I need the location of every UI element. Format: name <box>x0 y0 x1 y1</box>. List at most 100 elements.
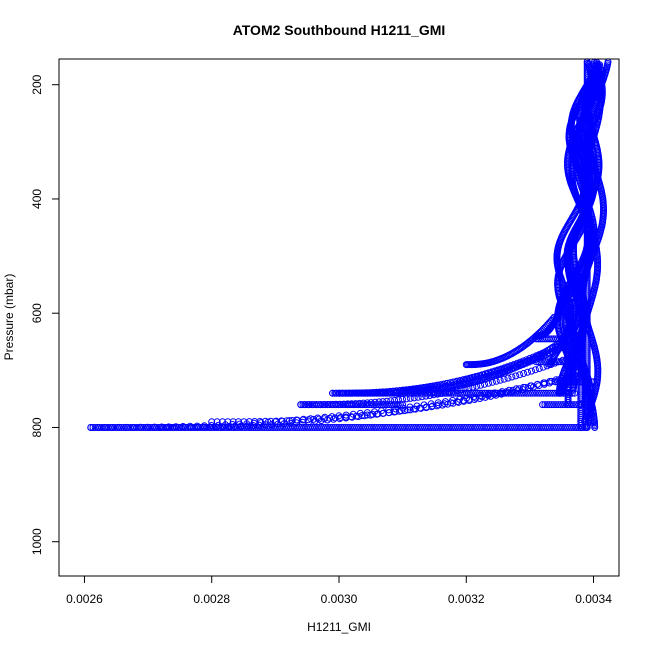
data-point <box>483 389 490 397</box>
data-point <box>310 415 318 423</box>
data-point <box>540 389 548 397</box>
data-point <box>109 424 117 431</box>
data-point <box>227 424 235 431</box>
data-point <box>442 384 450 392</box>
data-point <box>288 417 296 424</box>
data-point <box>454 424 462 431</box>
data-point <box>346 389 354 397</box>
data-point <box>377 424 385 431</box>
data-point <box>392 401 400 409</box>
data-point <box>438 424 446 431</box>
data-point <box>511 389 519 397</box>
data-point <box>440 424 448 431</box>
data-point <box>471 424 479 431</box>
data-point <box>548 424 556 431</box>
data-point <box>317 424 325 431</box>
data-point <box>564 397 572 405</box>
data-point <box>436 424 444 431</box>
data-point <box>456 389 464 397</box>
data-point <box>137 424 145 431</box>
data-point <box>432 389 440 397</box>
data-point <box>337 401 345 409</box>
data-point <box>392 424 400 431</box>
data-point <box>581 424 589 431</box>
data-point <box>342 389 350 397</box>
data-point <box>383 401 391 409</box>
data-point <box>342 424 350 431</box>
data-point <box>532 358 540 366</box>
y-tick-label: 1000 <box>30 528 44 555</box>
data-point <box>524 389 532 397</box>
data-point <box>396 407 403 415</box>
data-point <box>317 401 325 409</box>
data-point <box>179 424 187 431</box>
data-point <box>309 424 317 431</box>
data-point <box>512 372 520 380</box>
data-point <box>408 424 415 431</box>
data-point <box>287 424 295 431</box>
data-point <box>390 389 398 397</box>
data-point <box>554 401 562 409</box>
data-point <box>485 389 493 397</box>
data-point <box>89 424 97 431</box>
data-point <box>210 424 218 431</box>
data-point <box>335 412 343 420</box>
data-point <box>131 424 139 431</box>
data-point <box>326 424 334 431</box>
data-point <box>533 424 541 431</box>
data-point <box>379 389 387 397</box>
data-point <box>469 424 477 431</box>
data-point <box>566 424 574 431</box>
data-point <box>543 401 551 409</box>
data-point <box>552 424 560 431</box>
data-point <box>310 401 318 409</box>
data-point <box>509 424 516 431</box>
data-point <box>388 401 396 409</box>
data-point <box>541 401 549 409</box>
data-point <box>331 389 339 397</box>
data-point <box>144 424 152 431</box>
data-point <box>283 417 291 425</box>
data-point <box>388 389 396 397</box>
x-tick-label: 0.0026 <box>66 592 103 606</box>
data-point <box>358 412 366 420</box>
data-point <box>344 424 352 431</box>
data-point <box>412 424 420 431</box>
data-point <box>357 424 365 431</box>
data-point <box>423 389 431 397</box>
data-point <box>396 401 404 409</box>
data-point <box>263 424 270 431</box>
data-point <box>445 424 453 431</box>
data-point <box>293 424 301 431</box>
data-point <box>528 424 536 431</box>
data-point <box>359 401 367 409</box>
data-point <box>328 424 336 431</box>
data-point <box>337 389 345 397</box>
data-point <box>401 389 409 397</box>
data-point <box>155 424 163 431</box>
data-point <box>162 424 169 431</box>
data-point <box>513 424 521 431</box>
data-point <box>467 389 475 397</box>
data-point <box>129 424 136 431</box>
data-point <box>351 389 359 397</box>
data-point <box>537 358 545 366</box>
data-point <box>524 424 532 431</box>
data-point <box>506 424 514 431</box>
data-point <box>258 424 266 431</box>
data-point <box>334 401 342 409</box>
data-point <box>401 407 409 415</box>
data-point <box>339 401 347 409</box>
data-point <box>87 424 95 431</box>
data-point <box>552 401 560 409</box>
data-point <box>344 389 352 397</box>
data-point <box>462 361 470 369</box>
data-point <box>397 389 405 397</box>
data-point <box>421 389 429 397</box>
data-point <box>484 424 492 431</box>
data-point <box>146 424 154 431</box>
data-point <box>135 424 143 431</box>
data-point <box>546 424 554 431</box>
data-point <box>322 424 330 431</box>
data-point <box>401 424 409 431</box>
